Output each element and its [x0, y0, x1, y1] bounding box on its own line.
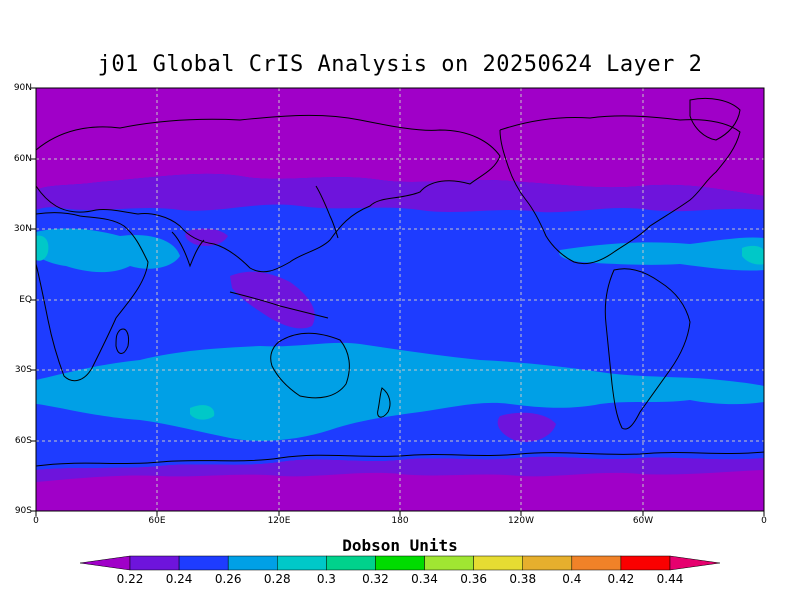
- colorbar-swatch: [473, 555, 523, 571]
- south-mid-band: [36, 456, 764, 482]
- south-band-patch: [36, 342, 764, 441]
- colorbar-over-triangle: [669, 555, 721, 571]
- lat-label-90n: 90N: [13, 83, 32, 93]
- colorbar-tick-label: 0.42: [607, 572, 635, 586]
- peak-patch-west: [36, 235, 49, 261]
- lat-label-30s: 30S: [14, 365, 32, 375]
- colorbar-swatch: [522, 555, 573, 571]
- lon-label-60w: 60W: [632, 516, 654, 526]
- south-america-coast: [604, 268, 691, 430]
- graticule: [36, 88, 764, 511]
- lon-label-0: 0: [33, 516, 39, 526]
- lon-label-120e: 120E: [267, 516, 291, 526]
- lat-label-30n: 30N: [13, 224, 32, 234]
- colorbar-tick-label: 0.22: [116, 572, 144, 586]
- antarctica-coast: [36, 451, 764, 467]
- atlantic-africa-patch: [36, 228, 180, 273]
- coastlines: [36, 97, 764, 467]
- pacific-patch: [559, 237, 764, 271]
- colorbar-tick-label: 0.44: [656, 572, 684, 586]
- madagascar-coast: [115, 328, 129, 354]
- colorbar-swatch: [227, 555, 278, 571]
- africa-coast: [36, 212, 149, 382]
- lon-label-120w: 120W: [507, 516, 535, 526]
- lat-label-90s: 90S: [14, 506, 32, 516]
- colorbar-tick-label: 0.3: [316, 572, 336, 586]
- axis-ticks: [31, 87, 765, 516]
- colorbar-swatch: [424, 555, 474, 571]
- colorbar-tick-label: 0.4: [562, 572, 582, 586]
- colorbar-tick-label: 0.36: [460, 572, 487, 586]
- peak-patch-east: [742, 245, 764, 265]
- australia-coast: [270, 332, 350, 399]
- colorbar-swatch: [620, 555, 671, 571]
- lon-label-60e: 60E: [148, 516, 166, 526]
- colorbar-swatch: [375, 555, 425, 571]
- colorbar-under-triangle: [79, 555, 131, 571]
- colorbar-swatch: [571, 555, 622, 571]
- colorbar-tick-label: 0.28: [263, 572, 291, 586]
- lon-label-0-east: 0: [761, 516, 767, 526]
- colorbar-tick-label: 0.26: [214, 572, 242, 586]
- newzealand-coast: [377, 387, 391, 418]
- north-mid-band: [36, 173, 764, 213]
- colorbar-title: Dobson Units: [342, 536, 458, 555]
- colorbar-tick-label: 0.32: [362, 572, 389, 586]
- indonesia-coast: [229, 291, 329, 319]
- north-america-coast: [499, 115, 741, 265]
- lat-label-60n: 60N: [13, 154, 32, 164]
- colorbar-swatch: [326, 555, 376, 571]
- low-patch-southpacific: [497, 412, 556, 443]
- colorbar: [79, 555, 721, 571]
- japan-coast: [315, 185, 339, 239]
- low-patch-asia: [185, 228, 228, 246]
- lat-label-60s: 60S: [14, 436, 32, 446]
- india-coast: [171, 231, 205, 268]
- greenland-coast: [689, 97, 741, 141]
- colorbar-tick-label: 0.24: [165, 572, 193, 586]
- lon-label-180: 180: [391, 516, 409, 526]
- colorbar-tick-label: 0.38: [509, 572, 537, 586]
- colorbar-swatch: [178, 555, 229, 571]
- colorbar-swatch: [277, 555, 327, 571]
- eurasia-coast: [36, 114, 501, 273]
- lat-label-eq: EQ: [19, 295, 32, 305]
- colorbar-swatch: [129, 555, 180, 571]
- map-title: j01 Global CrIS Analysis on 20250624 Lay…: [97, 52, 703, 77]
- colorbar-tick-label: 0.34: [411, 572, 438, 586]
- peak-patch-south: [190, 405, 215, 420]
